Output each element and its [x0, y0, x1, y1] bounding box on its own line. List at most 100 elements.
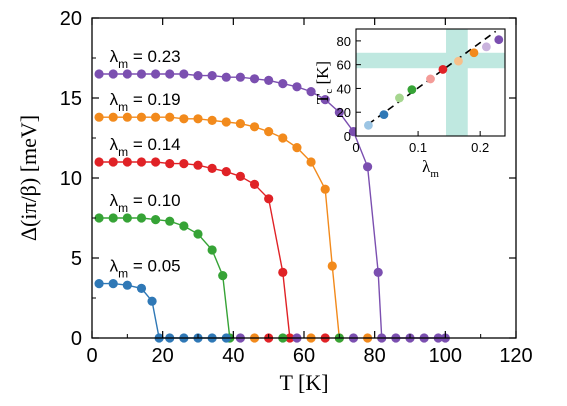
data-point — [264, 194, 274, 204]
inset-point — [364, 120, 373, 130]
data-point — [108, 157, 118, 167]
horizontal-band — [356, 52, 505, 69]
vertical-band — [446, 29, 468, 136]
x-axis-label: T [K] — [279, 370, 328, 395]
x-tick-label: 100 — [429, 345, 462, 367]
data-point — [249, 122, 260, 132]
series-label-symbol: λ — [110, 90, 119, 109]
data-point — [249, 74, 260, 84]
inset-frame — [355, 28, 506, 137]
data-point — [122, 157, 132, 167]
data-point — [165, 112, 175, 122]
series-1 — [94, 112, 344, 343]
series-label-symbol: λ — [110, 257, 119, 276]
data-point — [221, 117, 231, 127]
x-tick-label: 20 — [152, 345, 174, 367]
data-point — [235, 119, 245, 129]
data-point — [334, 107, 344, 117]
inset-y-axis-label-sub: c — [323, 89, 335, 94]
data-point — [179, 114, 189, 124]
y-tick-label: 5 — [71, 248, 82, 270]
series-2 — [94, 157, 295, 343]
data-point — [136, 283, 147, 293]
inset-axes: 0 0.1 0.2 0 20 40 60 80 — [337, 34, 490, 155]
series-label: λm = 0.14 — [110, 135, 181, 159]
data-point — [373, 267, 383, 277]
inset-y-tick-label: 20 — [337, 105, 351, 120]
data-point — [108, 279, 118, 289]
data-point — [136, 112, 147, 122]
data-point — [292, 143, 302, 153]
data-point — [94, 112, 104, 122]
inset-point — [426, 74, 435, 84]
data-point — [165, 159, 175, 169]
inset-plot: 0 0.1 0.2 0 20 40 60 80 λm Tc [K] — [313, 28, 506, 180]
data-point — [221, 72, 231, 82]
x-tick-label: 0 — [86, 345, 97, 367]
series-label-symbol: λ — [110, 47, 119, 66]
data-point — [193, 160, 203, 170]
inset-x-axis-label-sub: m — [430, 168, 439, 180]
series-line — [99, 282, 227, 339]
inset-shaded-bands — [356, 29, 505, 136]
inset-x-tick-label: 0.2 — [471, 140, 489, 155]
data-point — [108, 112, 118, 122]
inset-y-axis-label-main: T — [313, 93, 332, 104]
y-axis-label: Δ(iπ/β) [meV] — [16, 115, 41, 241]
series-label-subscript: m — [118, 201, 128, 215]
data-point — [278, 133, 288, 143]
data-point — [207, 71, 217, 81]
inset-point — [407, 85, 417, 95]
series-label: λm = 0.05 — [110, 257, 181, 281]
data-point — [207, 163, 217, 173]
inset-x-tick-label: 0.1 — [409, 140, 427, 155]
data-point — [94, 69, 104, 79]
x-tick-label: 120 — [499, 345, 532, 367]
inset-y-tick-label: 40 — [337, 81, 351, 96]
data-point — [320, 184, 330, 194]
data-point — [151, 112, 161, 122]
series-line — [99, 161, 291, 339]
x-tick-label: 60 — [293, 345, 315, 367]
series-label-value: = 0.19 — [128, 90, 180, 109]
data-point — [306, 157, 316, 167]
data-point — [179, 221, 189, 231]
main-axes: 0 20 40 60 80 100 120 0 5 10 15 20 — [60, 8, 533, 367]
data-point — [207, 245, 217, 255]
inset-x-axis-label: λm — [422, 157, 439, 180]
inset-point — [469, 48, 479, 58]
data-point — [136, 69, 147, 79]
series-label-subscript: m — [118, 145, 128, 159]
series-label-symbol: λ — [110, 191, 119, 210]
inset-points — [364, 35, 504, 130]
data-point — [264, 127, 274, 137]
data-point — [94, 157, 104, 167]
data-point — [179, 159, 189, 169]
y-tick-label: 20 — [60, 8, 82, 30]
data-point — [306, 87, 316, 97]
data-point — [108, 213, 118, 223]
data-point — [292, 82, 302, 92]
inset-point — [379, 110, 389, 119]
series-label-value: = 0.10 — [128, 191, 180, 210]
series-label-subscript: m — [118, 57, 128, 71]
data-point — [363, 162, 373, 172]
data-point — [218, 271, 228, 281]
series-label: λm = 0.10 — [110, 191, 181, 215]
inset-point — [481, 42, 491, 52]
data-point — [147, 296, 157, 306]
data-point — [193, 71, 203, 81]
data-point — [235, 171, 245, 181]
data-point — [278, 267, 288, 277]
data-point — [165, 69, 175, 79]
data-point — [122, 112, 132, 122]
x-tick-label: 40 — [222, 345, 244, 367]
inset-y-axis-label-unit: [K] — [313, 61, 332, 89]
data-point — [193, 229, 203, 239]
data-point — [151, 215, 161, 225]
data-point — [235, 72, 245, 82]
data-point — [94, 213, 104, 223]
data-point — [122, 280, 132, 290]
